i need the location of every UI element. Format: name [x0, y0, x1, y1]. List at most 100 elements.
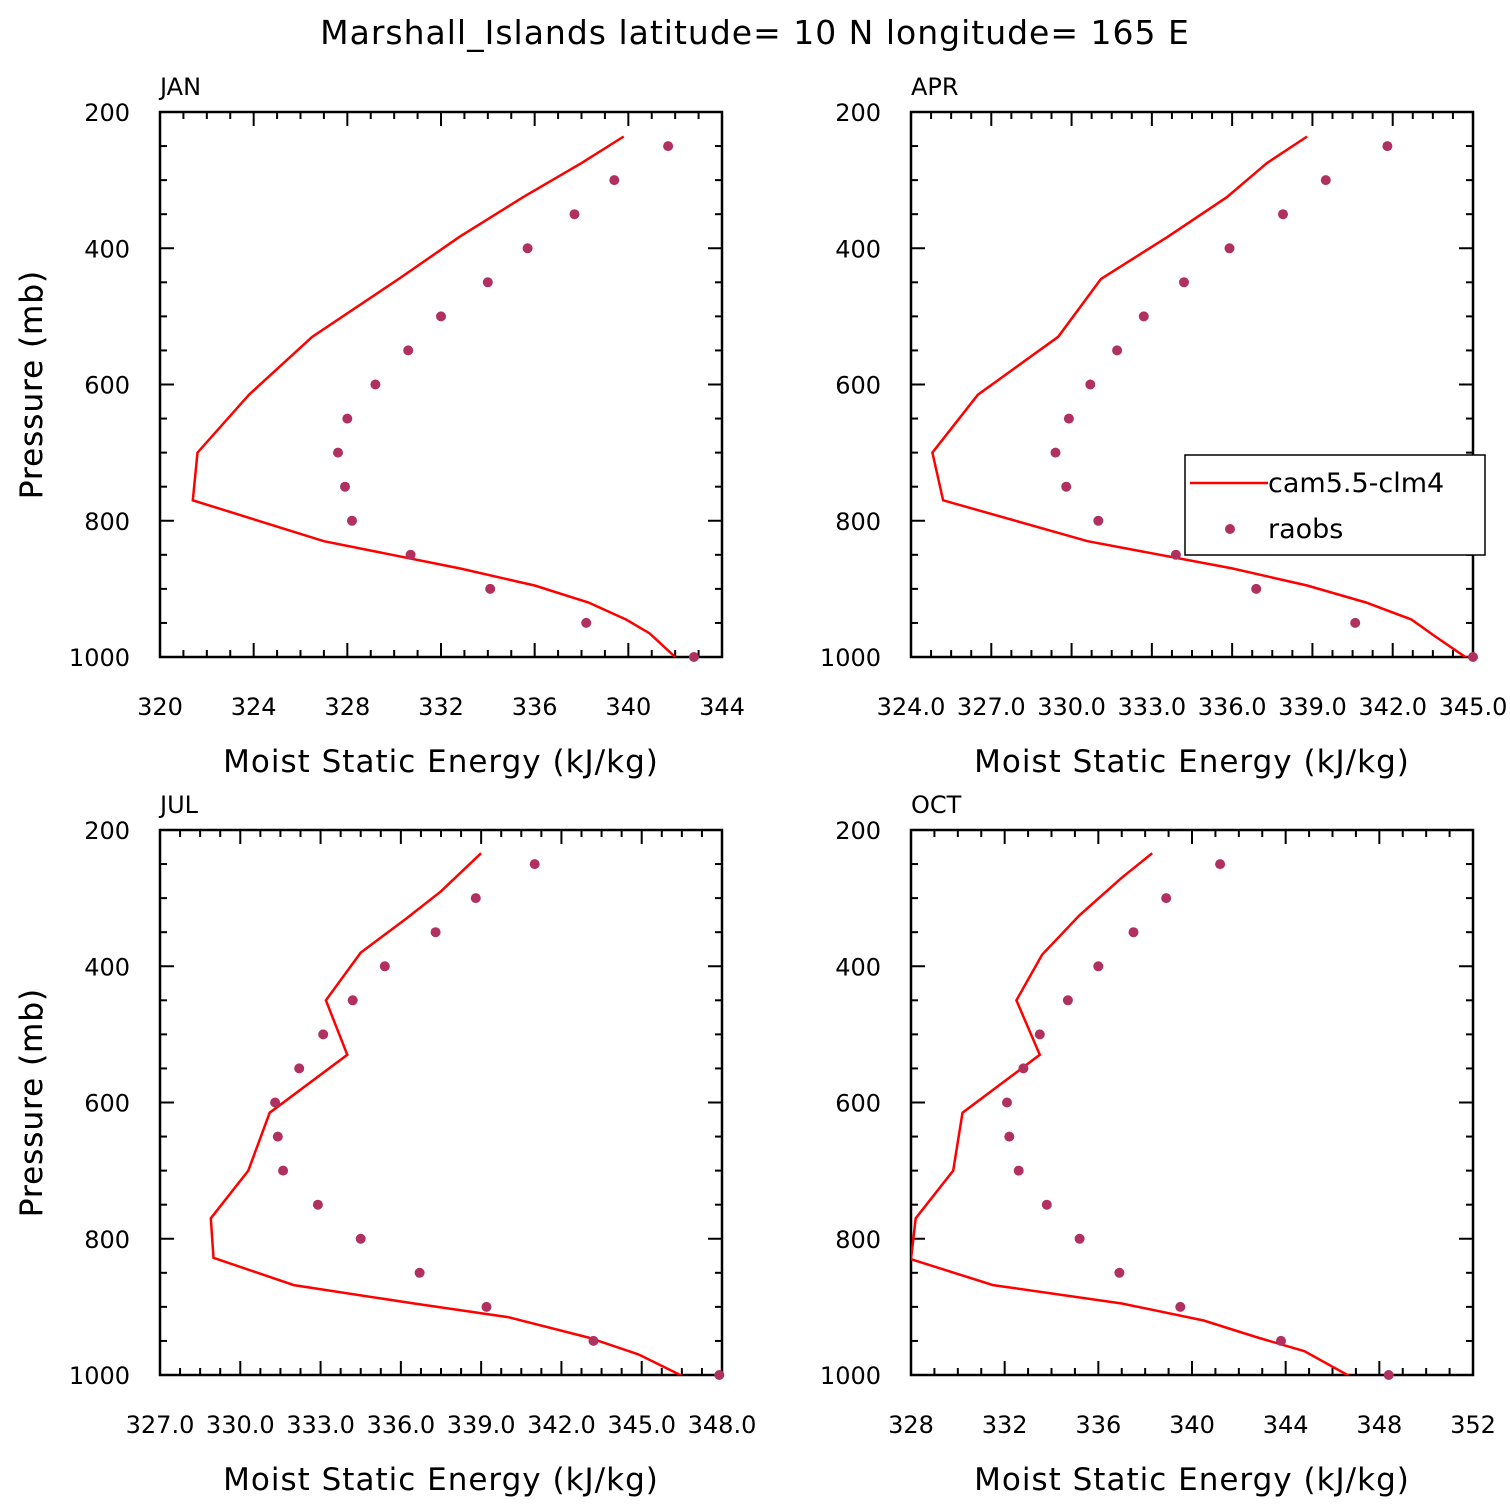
x-tick-label: 344	[1263, 1411, 1309, 1439]
obs-point	[294, 1063, 305, 1074]
x-tick-label: 348	[1356, 1411, 1402, 1439]
obs-point	[1013, 1165, 1024, 1176]
obs-point	[355, 1233, 366, 1244]
obs-point	[1041, 1199, 1052, 1210]
y-tick-label: 400	[835, 953, 881, 981]
plot-frame	[909, 828, 1475, 1377]
obs-point	[370, 379, 381, 390]
y-tick-label: 1000	[820, 644, 881, 672]
obs-point	[482, 277, 493, 288]
obs-point	[270, 1097, 281, 1108]
obs-point	[312, 1199, 323, 1210]
legend: cam5.5-clm4 raobs	[1184, 454, 1486, 556]
y-tick-label: 200	[84, 99, 130, 127]
y-tick-label: 600	[84, 372, 130, 400]
obs-point	[405, 549, 416, 560]
obs-point	[529, 859, 540, 870]
x-tick-label: 327.0	[957, 693, 1026, 721]
obs-point	[1320, 175, 1331, 186]
y-tick-label: 800	[84, 508, 130, 536]
model-line	[191, 135, 677, 657]
obs-point	[347, 515, 357, 526]
obs-point	[1175, 1301, 1186, 1312]
x-tick-label: 332	[982, 1411, 1028, 1439]
plot-frame	[909, 110, 1475, 659]
obs-point	[581, 617, 592, 628]
obs-point	[1093, 961, 1104, 972]
x-tick-label: 348.0	[688, 1411, 757, 1439]
y-tick-label: 400	[84, 235, 130, 263]
obs-point	[485, 583, 496, 594]
obs-point	[1018, 1063, 1029, 1074]
x-tick-label: 339.0	[1278, 693, 1347, 721]
model-line	[209, 852, 684, 1375]
y-tick-label: 200	[835, 99, 881, 127]
y-tick-label: 200	[84, 817, 130, 845]
x-tick-label: 327.0	[126, 1411, 195, 1439]
obs-point	[318, 1029, 329, 1040]
obs-point	[1251, 583, 1262, 594]
x-tick-label: 345.0	[1439, 693, 1508, 721]
x-tick-label: 324	[231, 693, 277, 721]
x-tick-label: 328	[324, 693, 370, 721]
x-tick-label: 328	[888, 1411, 934, 1439]
panel-apr: 200 400 600 800 1000 324.0 327.0 330.0 333.0 336.…	[14, 73, 1507, 780]
obs-point	[278, 1165, 289, 1176]
x-tick-label: 330.0	[1037, 693, 1106, 721]
y-tick-label: 1000	[69, 644, 130, 672]
obs-point	[342, 413, 353, 424]
obs-point	[1383, 1370, 1394, 1380]
obs-point	[1215, 859, 1226, 870]
x-tick-label: 336	[512, 693, 558, 721]
obs-point	[1063, 413, 1074, 424]
obs-point	[1050, 447, 1061, 458]
plot-frame	[158, 110, 724, 659]
obs-point	[1062, 995, 1073, 1006]
obs-point	[379, 961, 390, 972]
y-tick-label: 200	[835, 817, 881, 845]
x-tick-label: 344	[699, 693, 745, 721]
obs-point	[522, 243, 533, 254]
obs-point	[714, 1370, 725, 1380]
x-tick-label: 352	[1450, 1411, 1496, 1439]
legend-model-label: cam5.5-clm4	[1268, 468, 1444, 499]
x-tick-label: 324.0	[877, 693, 946, 721]
obs-point	[1128, 927, 1139, 938]
obs-point	[1170, 549, 1181, 560]
x-tick-label: 333.0	[1117, 693, 1186, 721]
y-tick-label: 600	[84, 1090, 130, 1118]
x-tick-label: 336	[1075, 1411, 1121, 1439]
x-tick-label: 342.0	[1358, 693, 1427, 721]
model-line	[931, 135, 1468, 657]
y-tick-label: 800	[835, 508, 881, 536]
panel-month-label: JUL	[158, 791, 199, 819]
x-tick-label: 340	[605, 693, 651, 721]
obs-point	[1004, 1131, 1015, 1142]
y-tick-label: 400	[84, 953, 130, 981]
y-axis-label: Pressure (mb)	[14, 988, 50, 1217]
obs-point	[1224, 243, 1235, 254]
obs-point	[1061, 481, 1072, 492]
x-axis-label: Moist Static Energy (kJ/kg)	[223, 1462, 659, 1498]
legend-box	[1184, 454, 1486, 556]
obs-point	[340, 481, 350, 492]
obs-point	[1085, 379, 1096, 390]
obs-point	[470, 893, 481, 904]
obs-point	[403, 345, 414, 356]
x-tick-label: 336.0	[1198, 693, 1267, 721]
figure-title: Marshall_Islands latitude= 10 N longitud…	[320, 13, 1190, 52]
obs-point	[430, 927, 441, 938]
obs-point	[481, 1301, 492, 1312]
x-tick-label: 320	[137, 693, 183, 721]
x-tick-label: 332	[418, 693, 464, 721]
x-axis-label: Moist Static Energy (kJ/kg)	[974, 1462, 1410, 1498]
obs-point	[588, 1335, 599, 1346]
x-tick-label: 345.0	[607, 1411, 676, 1439]
x-tick-label: 330.0	[206, 1411, 275, 1439]
obs-point	[1161, 893, 1172, 904]
obs-point	[1138, 311, 1149, 322]
obs-point	[569, 209, 580, 220]
obs-point	[1114, 1267, 1125, 1278]
